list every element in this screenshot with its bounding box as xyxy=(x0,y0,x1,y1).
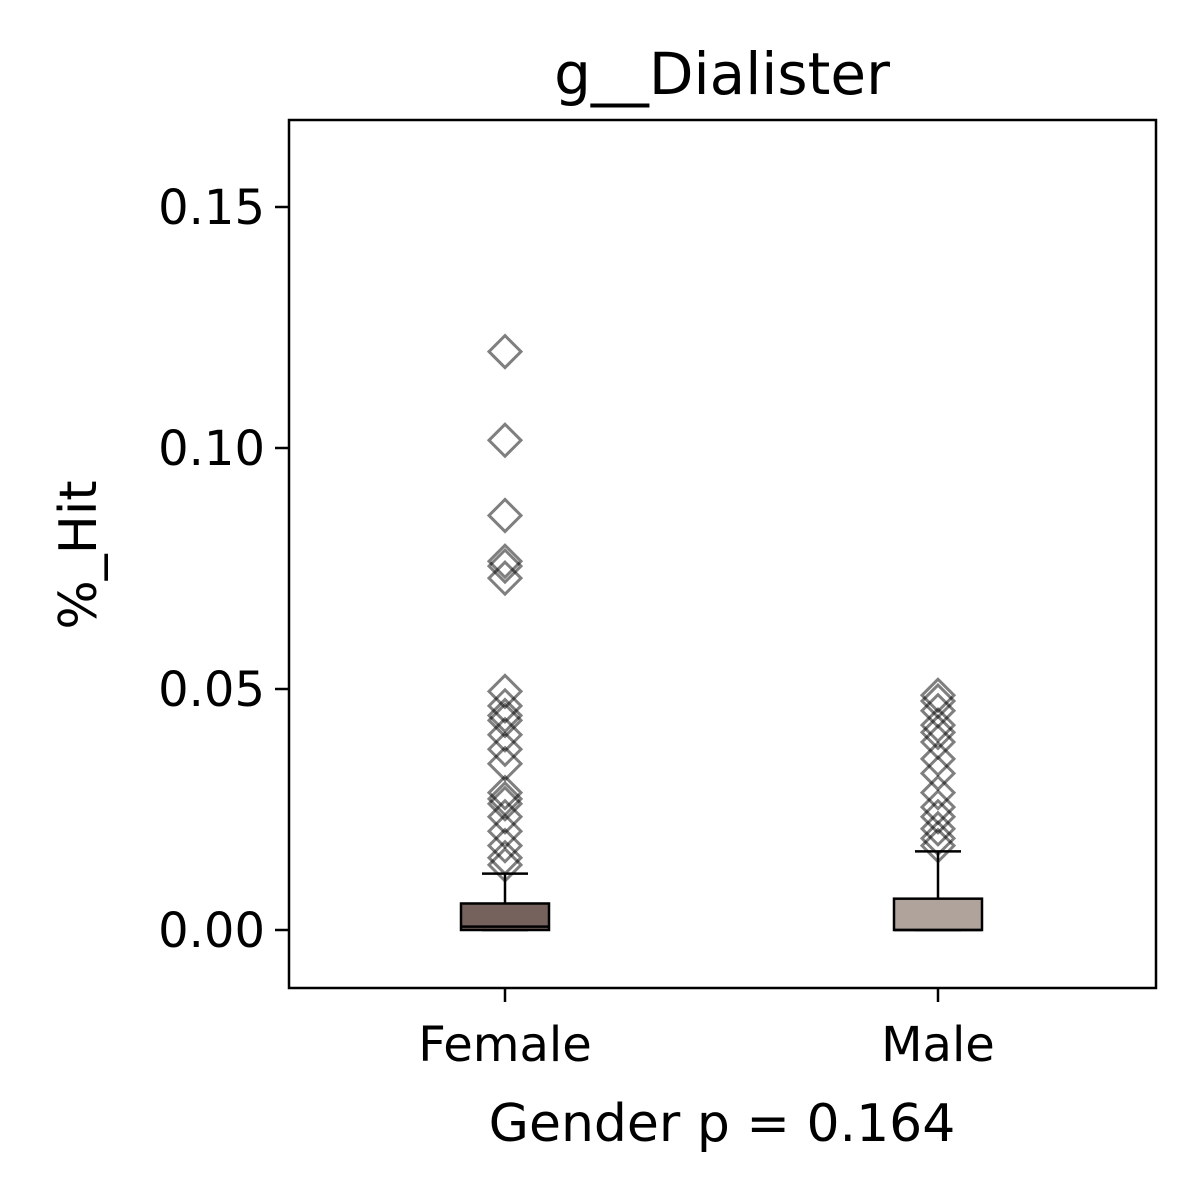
outlier-point-female xyxy=(486,497,524,534)
outlier-point-female xyxy=(486,560,524,597)
x-axis-label: Gender p = 0.164 xyxy=(489,1094,956,1154)
outlier-point-female xyxy=(486,774,524,811)
outlier-point-female xyxy=(486,543,524,580)
outlier-point-female xyxy=(486,731,524,768)
outlier-point-female xyxy=(486,745,524,782)
y-tick-label: 0.15 xyxy=(158,180,265,236)
outlier-point-male xyxy=(919,714,957,751)
y-tick-label: 0.00 xyxy=(158,903,265,959)
outlier-point-male xyxy=(919,798,957,835)
x-tick-label-male: Male xyxy=(881,1017,995,1073)
outlier-point-female xyxy=(486,422,524,459)
plot-frame xyxy=(287,118,1158,990)
outlier-point-female xyxy=(486,785,524,822)
y-axis: 0.00 0.05 0.10 0.15 xyxy=(158,180,289,959)
outlier-point-male xyxy=(919,820,957,857)
y-axis-label: %_Hit xyxy=(49,480,109,629)
outlier-point-female xyxy=(486,716,524,753)
outlier-point-female xyxy=(486,827,524,864)
outlier-point-female xyxy=(486,839,524,876)
plot-area xyxy=(459,333,984,932)
box-male xyxy=(892,897,984,932)
outlier-point-female xyxy=(486,702,524,739)
box-group-female xyxy=(459,333,551,932)
chart-title: g__Dialister xyxy=(554,40,890,108)
outlier-point-female xyxy=(486,798,524,835)
outlier-point-male xyxy=(919,774,957,811)
x-tick-label-female: Female xyxy=(418,1017,592,1073)
outlier-point-female xyxy=(486,333,524,370)
box-group-male xyxy=(892,677,984,932)
outlier-point-female xyxy=(486,687,524,724)
outlier-point-male xyxy=(919,810,957,847)
y-tick-label: 0.05 xyxy=(158,662,265,718)
y-tick-label: 0.10 xyxy=(158,421,265,477)
outlier-point-male xyxy=(919,827,957,864)
outlier-point-female xyxy=(486,846,524,884)
outlier-point-female xyxy=(486,547,524,585)
outlier-point-female xyxy=(486,673,524,710)
x-axis: Female Male xyxy=(418,988,995,1073)
